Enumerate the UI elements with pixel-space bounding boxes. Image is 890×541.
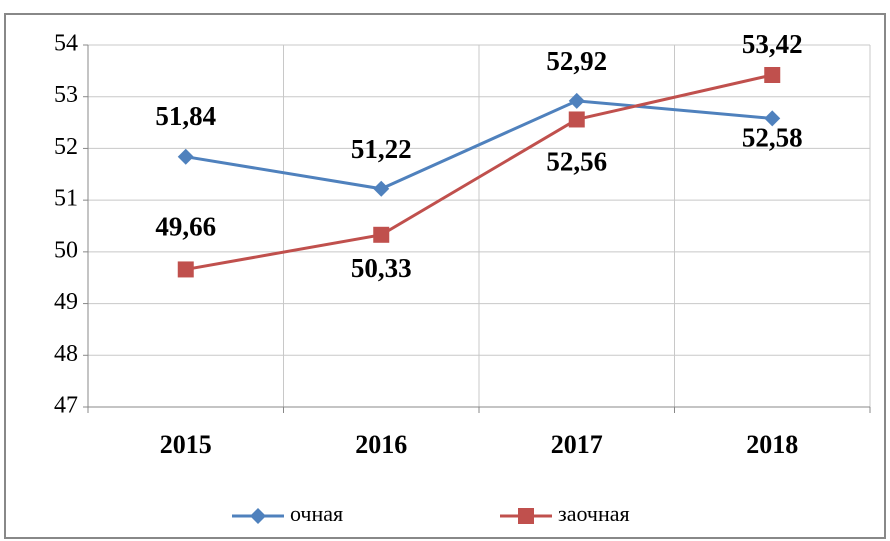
square-marker bbox=[568, 111, 585, 128]
data-label: 52,92 bbox=[546, 46, 607, 76]
series-line bbox=[185, 99, 773, 191]
y-tick-label: 48 bbox=[54, 341, 78, 367]
chart-border bbox=[4, 13, 886, 539]
data-label: 52,58 bbox=[742, 123, 803, 153]
x-tick-label: 2017 bbox=[551, 430, 603, 459]
data-label: 49,66 bbox=[155, 212, 216, 242]
square-marker bbox=[177, 261, 194, 278]
y-tick-label: 54 bbox=[54, 31, 78, 57]
diamond-marker bbox=[764, 110, 781, 127]
data-label: 51,84 bbox=[155, 101, 216, 131]
diamond-marker bbox=[177, 148, 194, 165]
data-label: 52,56 bbox=[546, 147, 607, 177]
diamond-marker bbox=[250, 508, 266, 524]
series-line bbox=[185, 73, 773, 271]
x-tick-label: 2015 bbox=[160, 430, 212, 459]
y-tick-label: 49 bbox=[54, 289, 78, 315]
y-tick-label: 53 bbox=[54, 82, 78, 108]
data-label: 51,22 bbox=[351, 134, 412, 164]
square-marker bbox=[518, 508, 534, 524]
x-tick-label: 2016 bbox=[355, 430, 407, 459]
y-tick-label: 51 bbox=[54, 186, 78, 212]
square-marker bbox=[373, 226, 390, 243]
diamond-marker bbox=[568, 92, 585, 109]
data-label: 53,42 bbox=[742, 29, 803, 59]
y-tick-label: 50 bbox=[54, 237, 78, 263]
legend-label: очная bbox=[290, 501, 343, 526]
square-marker bbox=[764, 66, 781, 83]
y-tick-label: 52 bbox=[54, 134, 78, 160]
x-tick-label: 2018 bbox=[746, 430, 798, 459]
data-label: 50,33 bbox=[351, 253, 412, 283]
legend-label: заочная bbox=[558, 501, 630, 526]
y-tick-label: 47 bbox=[54, 393, 78, 419]
diamond-marker bbox=[373, 180, 390, 197]
